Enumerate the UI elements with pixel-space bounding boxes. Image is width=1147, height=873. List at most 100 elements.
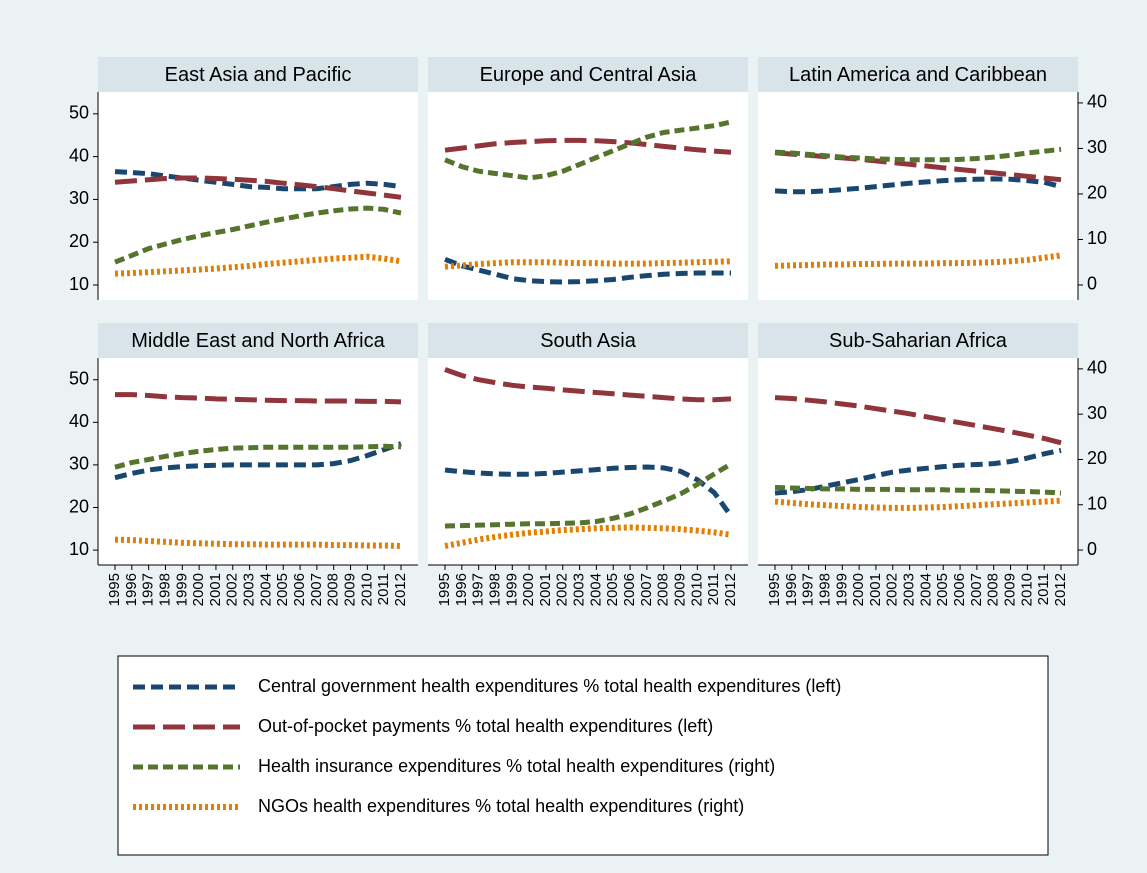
y-tick-label: 30 <box>69 454 89 474</box>
panel-title: Sub-Saharian Africa <box>829 330 1008 352</box>
x-tick-label: 2011 <box>705 573 722 605</box>
y2-tick-label: 0 <box>1087 539 1097 559</box>
x-tick-label: 2004 <box>917 573 934 606</box>
x-tick-label: 2008 <box>655 573 672 606</box>
legend-label: Central government health expenditures %… <box>258 676 841 696</box>
y2-tick-label: 10 <box>1087 494 1107 514</box>
y-tick-label: 30 <box>69 188 89 208</box>
series-line <box>114 175 402 200</box>
x-tick-label: 2005 <box>274 573 291 606</box>
y2-tick-label: 20 <box>1087 183 1107 203</box>
x-tick-label: 1996 <box>783 573 800 606</box>
series-line <box>114 169 402 192</box>
y-tick-label: 40 <box>69 411 89 431</box>
series-line <box>114 443 402 470</box>
x-tick-label: 2012 <box>722 573 739 606</box>
x-tick-label: 2003 <box>901 573 918 606</box>
x-tick-label: 1999 <box>503 573 520 606</box>
x-tick-label: 2005 <box>934 573 951 606</box>
x-tick-label: 2007 <box>638 573 655 606</box>
series-line <box>444 524 732 549</box>
panel-header <box>98 323 418 358</box>
x-tick-label: 1995 <box>436 573 453 606</box>
x-tick-label: 2004 <box>587 573 604 606</box>
x-tick-label: 2012 <box>392 573 409 606</box>
legend-label: Health insurance expenditures % total he… <box>258 756 775 776</box>
panel-title: Latin America and Caribbean <box>789 64 1047 86</box>
series-line <box>114 205 402 265</box>
panel-title: South Asia <box>540 330 637 352</box>
x-tick-label: 1995 <box>106 573 123 606</box>
series-line <box>774 447 1062 496</box>
panel-header <box>428 323 748 358</box>
series-line <box>444 461 733 529</box>
x-tick-label: 2010 <box>688 573 705 606</box>
panel-title: Middle East and North Africa <box>131 330 385 352</box>
y2-tick-label: 40 <box>1087 358 1107 378</box>
x-tick-label: 1996 <box>123 573 140 606</box>
x-tick-label: 2008 <box>985 573 1002 606</box>
panel-header <box>98 57 418 92</box>
x-tick-label: 2009 <box>1001 573 1018 606</box>
series-line <box>444 119 732 181</box>
x-tick-label: 2006 <box>621 573 638 606</box>
x-tick-label: 1996 <box>453 573 470 606</box>
y-tick-label: 10 <box>69 274 89 294</box>
x-tick-label: 2000 <box>520 573 537 606</box>
x-tick-label: 2001 <box>207 573 224 606</box>
x-tick-label: 1995 <box>766 573 783 606</box>
y2-tick-label: 40 <box>1087 92 1107 112</box>
y2-tick-label: 0 <box>1087 274 1097 294</box>
panel-title: East Asia and Pacific <box>165 64 352 86</box>
x-tick-label: 2010 <box>358 573 375 606</box>
x-tick-label: 2012 <box>1052 573 1069 606</box>
series-line <box>444 137 732 155</box>
y-tick-label: 50 <box>69 103 89 123</box>
x-tick-label: 1999 <box>833 573 850 606</box>
x-tick-label: 2005 <box>604 573 621 606</box>
y-tick-label: 20 <box>69 231 89 251</box>
series-line <box>444 256 731 285</box>
x-tick-label: 2007 <box>968 573 985 606</box>
x-tick-label: 2008 <box>325 573 342 606</box>
x-tick-label: 2004 <box>257 573 274 606</box>
x-tick-label: 2003 <box>571 573 588 606</box>
x-tick-label: 1997 <box>140 573 157 606</box>
x-tick-label: 1998 <box>156 573 173 606</box>
y-tick-label: 20 <box>69 496 89 516</box>
x-tick-label: 1997 <box>800 573 817 606</box>
x-tick-label: 2003 <box>241 573 258 606</box>
y2-tick-label: 30 <box>1087 137 1107 157</box>
x-tick-label: 2001 <box>867 573 884 606</box>
x-tick-label: 2001 <box>537 573 554 606</box>
x-tick-label: 2011 <box>375 573 392 605</box>
panel-header <box>428 57 748 92</box>
plot-area <box>428 358 748 565</box>
legend-label: Out-of-pocket payments % total health ex… <box>258 716 713 736</box>
legend-label: NGOs health expenditures % total health … <box>258 796 744 816</box>
panel-header <box>758 323 1078 358</box>
x-tick-label: 1997 <box>470 573 487 606</box>
y-tick-label: 10 <box>69 539 89 559</box>
x-tick-label: 1998 <box>816 573 833 606</box>
y-tick-label: 40 <box>69 145 89 165</box>
series-line <box>115 392 402 405</box>
x-tick-label: 1998 <box>486 573 503 606</box>
series-line <box>444 464 734 518</box>
x-tick-label: 2002 <box>884 573 901 606</box>
x-tick-label: 2009 <box>341 573 358 606</box>
plot-area <box>758 92 1078 300</box>
plot-area <box>758 358 1078 565</box>
series-line <box>774 176 1062 195</box>
x-tick-label: 2006 <box>951 573 968 606</box>
panel-title: Europe and Central Asia <box>480 64 698 86</box>
x-tick-label: 2007 <box>308 573 325 606</box>
x-tick-label: 2002 <box>224 573 241 606</box>
x-tick-label: 2000 <box>850 573 867 606</box>
legend-box <box>117 655 1049 856</box>
y2-tick-label: 30 <box>1087 403 1107 423</box>
panel-header <box>758 57 1078 92</box>
x-tick-label: 2011 <box>1035 573 1052 605</box>
x-tick-label: 2006 <box>291 573 308 606</box>
